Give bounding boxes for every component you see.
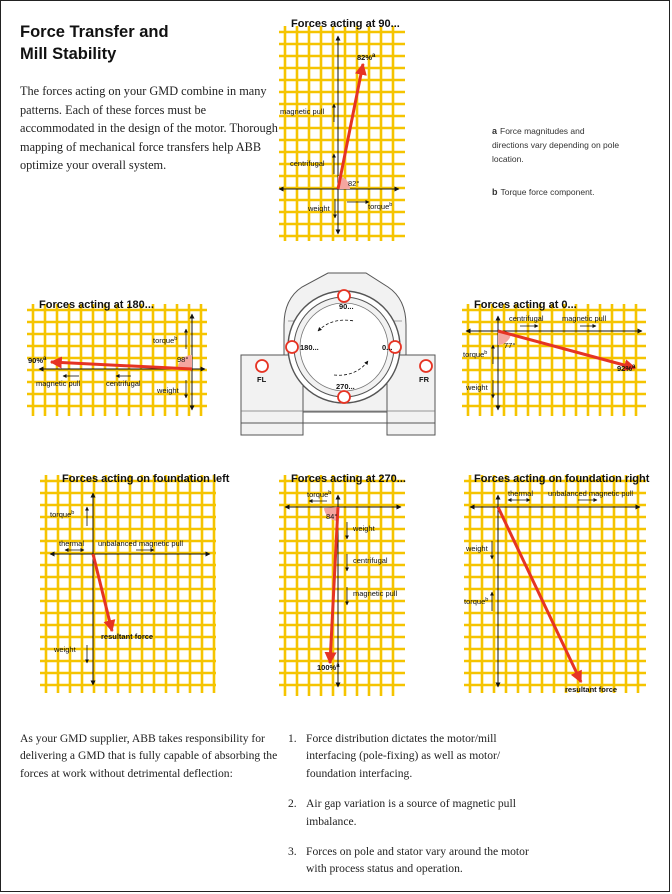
diagram-180-torque: torqueb (153, 336, 177, 345)
foundation-right-marker (419, 359, 433, 373)
diagram-foundation-right: Forces acting on foundation right therma… (464, 471, 650, 694)
motor-schematic: 90... 180... 0... 270... FL FR (238, 269, 438, 437)
diagram-90-magnetic-pull: magnetic pull (280, 107, 325, 116)
diagram-fr-svg: Forces acting on foundation right therma… (464, 473, 650, 694)
motor-label-fr: FR (419, 375, 430, 384)
diagram-fl-title: Forces acting on foundation left (62, 473, 230, 485)
diagram-0-magnetic-pull: magnetic pull (562, 314, 607, 323)
diagram-180-pct: 90%a (28, 356, 47, 365)
diagram-270-angle: 84° (326, 512, 337, 521)
diagram-270-svg: Forces acting at 270... 100%a 84° torque… (279, 473, 406, 696)
motor-label-180: 180... (300, 343, 319, 352)
diagram-0-title: Forces acting at 0... (474, 299, 577, 311)
motor-schematic-svg: 90... 180... 0... 270... FL FR (240, 272, 436, 436)
diagram-0-weight: weight (465, 383, 489, 392)
footnote-b: b Torque force component. (492, 187, 595, 197)
diagram-90-pct: 82%a (357, 53, 376, 62)
diagram-270-title: Forces acting at 270... (291, 473, 406, 485)
motor-label-270: 270... (336, 382, 355, 391)
diagram-270-torque: torqueb (307, 490, 331, 499)
diagram-0-centrifugal: centrifugal (509, 314, 544, 323)
diagram-90-weight: weight (307, 204, 331, 213)
motor-label-0: 0... (382, 343, 392, 352)
list-item: 2. Air gap variation is a source of magn… (288, 797, 516, 828)
diagram-fr-thermal: thermal (508, 489, 533, 498)
list-item: 3. Forces on pole and stator vary around… (288, 845, 529, 876)
diagram-180-weight: weight (156, 386, 180, 395)
diagram-270-pct: 100%a (317, 663, 340, 672)
diagram-forces-180: Forces acting at 180... 90%a 98° torqueb… (27, 298, 207, 416)
diagram-foundation-left: Forces acting on foundation left torqueb… (40, 471, 230, 693)
diagram-fr-title: Forces acting on foundation right (474, 473, 650, 485)
foundation-left-marker (255, 359, 269, 373)
diagram-90-torque: torqueb (368, 202, 392, 211)
diagram-fl-torque: torqueb (50, 510, 74, 519)
diagram-90-svg: Forces acting at 90... 82%a 82° magnetic… (278, 18, 405, 241)
diagram-270-magnetic-pull: magnetic pull (353, 589, 398, 598)
page-title: Force Transfer and Mill Stability (20, 23, 169, 63)
closing-paragraph: As your GMD supplier, ABB takes responsi… (20, 732, 278, 780)
diagram-270-weight: weight (352, 524, 376, 533)
numbered-list: 1. Force distribution dictates the motor… (288, 730, 548, 891)
diagram-90-title: Forces acting at 90... (291, 18, 400, 30)
pole-0-marker (388, 340, 402, 354)
list-item: 1. Force distribution dictates the motor… (288, 732, 501, 780)
intro-paragraph: The forces acting on your GMD combine in… (20, 84, 278, 173)
diagram-fr-unbalanced-magnetic-pull: unbalanced magnetic pull (548, 489, 633, 498)
diagram-0-pct: 92%a (617, 364, 636, 373)
diagram-forces-90: Forces acting at 90... 82%a 82° magnetic… (278, 16, 405, 241)
pole-270-marker (337, 390, 351, 404)
diagram-180-centrifugal: centrifugal (106, 379, 141, 388)
diagram-90-centrifugal: centrifugal (290, 159, 325, 168)
motor-label-fl: FL (257, 375, 267, 384)
diagram-fl-unbalanced-magnetic-pull: unbalanced magnetic pull (98, 539, 183, 548)
diagram-90-angle: 82° (348, 179, 359, 188)
diagram-0-svg: Forces acting at 0... 92%a 77° centrifug… (462, 299, 646, 416)
diagram-fr-weight: weight (465, 544, 489, 553)
diagram-0-torque: torqueb (463, 350, 487, 359)
pole-90-marker (337, 289, 351, 303)
pole-180-marker (285, 340, 299, 354)
diagram-fl-thermal: thermal (59, 539, 84, 548)
diagram-forces-270: Forces acting at 270... 100%a 84° torque… (279, 471, 406, 696)
diagram-fl-weight: weight (53, 645, 77, 654)
diagram-fl-svg: Forces acting on foundation left torqueb… (40, 473, 230, 693)
diagram-270-centrifugal: centrifugal (353, 556, 388, 565)
diagram-0-angle: 77° (504, 341, 515, 350)
diagram-forces-0: Forces acting at 0... 92%a 77° centrifug… (462, 298, 646, 416)
diagram-180-svg: Forces acting at 180... 90%a 98° torqueb… (27, 299, 207, 416)
diagram-fr-resultant-force: resultant force (565, 685, 617, 694)
footnote-a: a Force magnitudes and directions vary de… (492, 126, 620, 164)
diagram-fl-resultant-force: resultant force (101, 632, 153, 641)
diagram-180-angle: 98° (177, 355, 188, 364)
diagram-fr-torque: torqueb (464, 597, 488, 606)
motor-label-90: 90... (339, 302, 354, 311)
diagram-180-title: Forces acting at 180... (39, 299, 154, 311)
diagram-180-magnetic-pull: magnetic pull (36, 379, 81, 388)
